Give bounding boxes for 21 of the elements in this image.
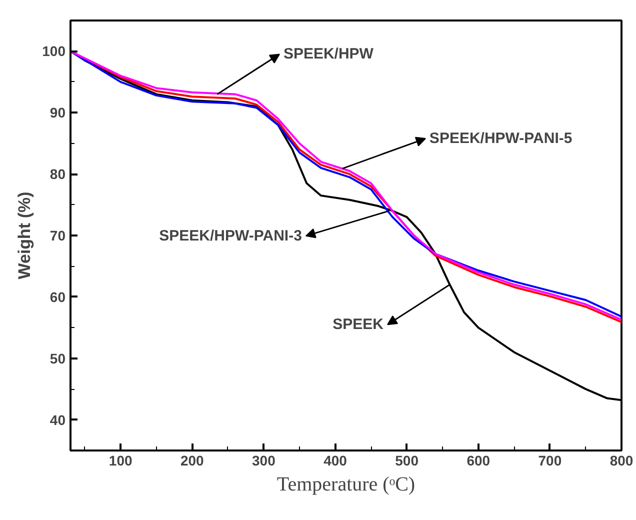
y-axis-title: Weight (%) [15, 192, 34, 280]
annotation: SPEEK/HPW [283, 46, 374, 63]
x-tick-label: 100 [108, 452, 132, 468]
x-axis-title: Temperature (ᵒC) [276, 474, 416, 496]
annotation: SPEEK/HPW-PANI-5 [429, 130, 572, 148]
x-tick-label: 300 [252, 452, 276, 468]
x-tick-label: 600 [466, 452, 490, 468]
annotation: SPEEK [332, 316, 384, 334]
x-tick-label: 700 [538, 452, 562, 468]
y-tick-label: 100 [42, 43, 66, 60]
y-tick-label: 90 [50, 104, 66, 121]
x-tick-label: 800 [610, 452, 634, 468]
y-tick-label: 80 [50, 166, 66, 182]
y-tick-label: 50 [50, 350, 66, 366]
x-tick-label: 500 [395, 452, 419, 468]
x-tick-label: 400 [324, 452, 348, 468]
annotation: SPEEK/HPW-PANI-3 [159, 227, 302, 244]
y-tick-label: 60 [50, 288, 66, 305]
y-tick-label: 70 [50, 228, 66, 244]
x-tick-label: 200 [180, 452, 204, 468]
y-tick-label: 40 [50, 412, 66, 428]
